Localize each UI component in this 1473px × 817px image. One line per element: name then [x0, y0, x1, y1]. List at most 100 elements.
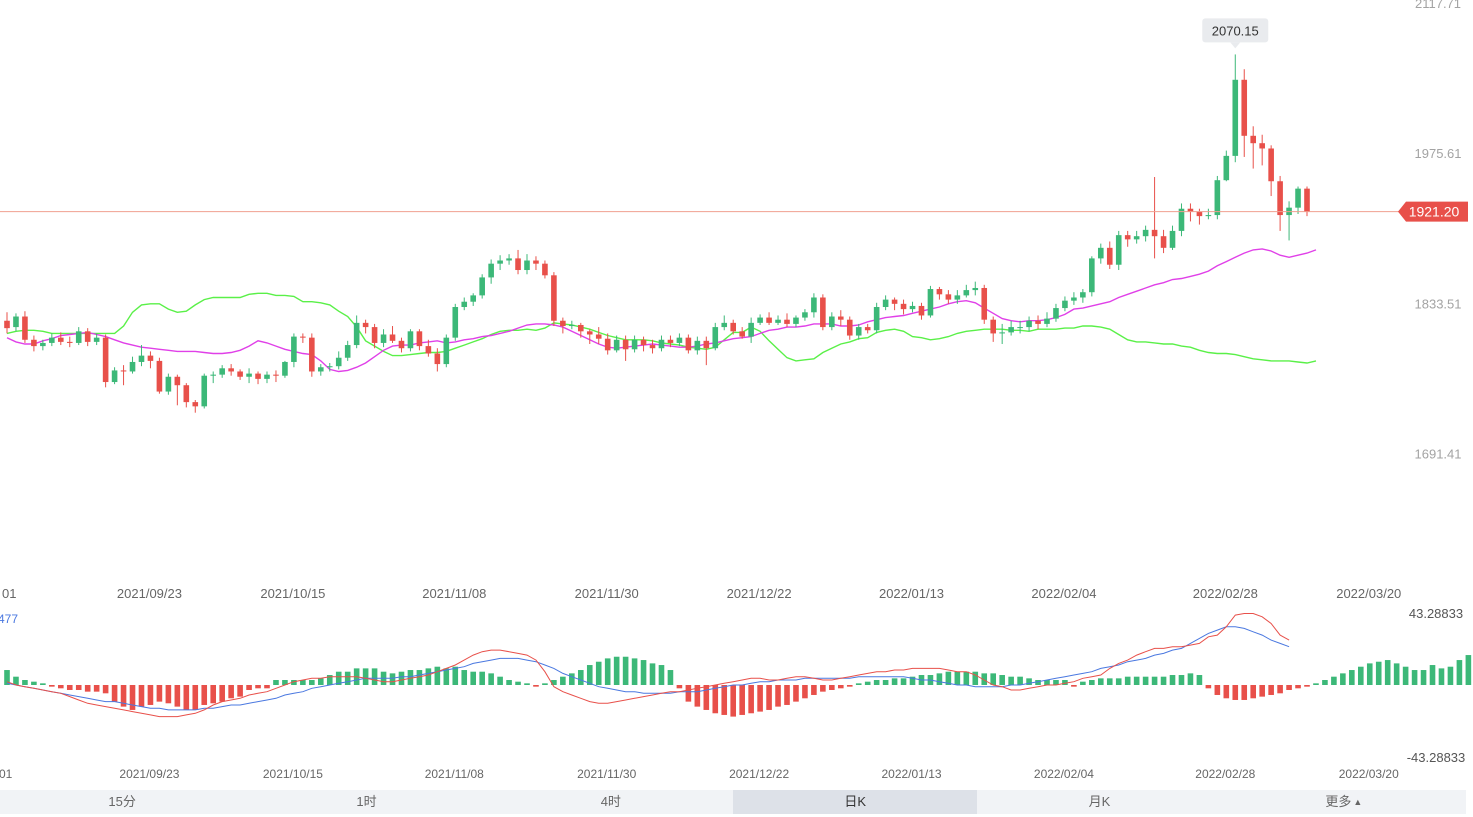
tab-label: 1时	[356, 794, 377, 809]
candle-body	[676, 337, 683, 343]
macd-bar	[120, 685, 127, 707]
candle	[1053, 303, 1059, 322]
tab-1[interactable]: 1时	[244, 790, 488, 814]
candle	[22, 311, 28, 343]
macd-bar	[1250, 685, 1257, 699]
macd-value-fragment: 477	[0, 612, 18, 626]
macd-bar	[802, 685, 808, 699]
macd-bar	[228, 685, 234, 699]
candle	[721, 315, 728, 331]
candle-body	[273, 374, 279, 376]
macd-bar	[300, 680, 306, 685]
candle	[694, 336, 701, 355]
candle	[75, 327, 82, 346]
candle	[604, 333, 611, 355]
macd-bar	[147, 685, 154, 705]
main-y-tick-label: 1975.61	[1415, 146, 1462, 161]
candle-body	[891, 299, 898, 304]
macd-bar	[1357, 666, 1364, 685]
candle-body	[1089, 258, 1095, 293]
candle-body	[515, 258, 521, 271]
macd-bar	[1115, 678, 1122, 685]
macd-bar	[1062, 680, 1068, 685]
main-x-tick-label: 2021/11/30	[575, 586, 639, 601]
macd-x-tick-label: 2021/12/22	[729, 767, 789, 781]
macd-bar	[909, 676, 916, 685]
tab-label: 月K	[1088, 794, 1111, 809]
macd-bar	[1340, 673, 1346, 685]
tab-4[interactable]: 月K	[977, 790, 1221, 814]
macd-x-tick-label: 2021/11/30	[577, 767, 636, 781]
macd-bar	[201, 685, 208, 705]
candle	[1295, 186, 1301, 215]
tab-label: 日K	[844, 794, 866, 809]
candle	[57, 332, 64, 346]
candle-body	[999, 332, 1005, 334]
macd-bar	[739, 685, 745, 715]
macd-bar	[1277, 685, 1283, 694]
candle-body	[1097, 247, 1104, 259]
macd-bar	[1286, 685, 1292, 690]
macd-bar	[622, 656, 629, 685]
macd-bar	[990, 673, 997, 685]
current-price-label-text: 1921.20	[1409, 204, 1460, 220]
candle	[416, 329, 423, 351]
candle-body	[1250, 135, 1257, 144]
candle	[829, 312, 835, 331]
macd-bar	[882, 680, 889, 685]
tab-3[interactable]: 日K	[732, 790, 978, 814]
candle	[183, 383, 190, 408]
macd-bar	[533, 685, 539, 687]
candle-body	[129, 361, 136, 372]
macd-bar	[1124, 676, 1131, 685]
tab-2[interactable]: 4时	[489, 790, 733, 814]
candle-body	[829, 316, 835, 328]
macd-x-tick-label: 01	[0, 767, 13, 781]
tab-5[interactable]: 更多 ▲	[1222, 790, 1466, 814]
candle	[945, 290, 952, 304]
main-x-tick-label: 01	[2, 586, 16, 601]
candle-body	[1259, 143, 1265, 149]
macd-bar	[1142, 676, 1149, 685]
macd-x-tick-label: 2021/11/08	[425, 767, 484, 781]
macd-bar	[1187, 673, 1194, 685]
caret-up-icon: ▲	[1353, 797, 1363, 807]
candle-body	[31, 339, 37, 347]
candle-body	[1160, 236, 1167, 248]
candle-body	[927, 289, 934, 316]
main-x-tick-label: 2022/01/13	[879, 586, 944, 601]
candle	[595, 327, 602, 344]
candle-body	[1035, 320, 1041, 324]
candle	[542, 260, 548, 279]
macd-bar	[1044, 680, 1050, 685]
candle-body	[1223, 155, 1230, 181]
macd-bar	[846, 685, 853, 687]
candle	[488, 259, 494, 284]
macd-bar	[192, 685, 199, 710]
macd-bar	[479, 671, 485, 685]
candle-body	[1295, 188, 1301, 208]
candle-body	[470, 295, 477, 302]
candle-body	[13, 316, 19, 328]
candle	[1178, 203, 1185, 237]
candle	[1250, 126, 1257, 169]
candle	[1062, 296, 1068, 312]
candle-body	[649, 345, 656, 349]
macd-bar	[219, 685, 225, 702]
tab-0[interactable]: 15分	[0, 790, 244, 814]
candle-body	[1142, 229, 1149, 237]
macd-bar	[407, 670, 414, 685]
candle	[990, 316, 997, 342]
macd-bar	[1223, 685, 1230, 699]
candle	[362, 319, 369, 334]
candle-body	[255, 373, 261, 379]
macd-bar	[1035, 680, 1041, 685]
main-candles	[4, 54, 1310, 413]
candle-body	[362, 322, 369, 328]
candle	[712, 322, 719, 351]
candle	[273, 370, 279, 383]
macd-bar	[1160, 676, 1167, 685]
candle	[1232, 54, 1239, 163]
macd-bar	[873, 680, 880, 685]
macd-bar	[93, 685, 100, 692]
